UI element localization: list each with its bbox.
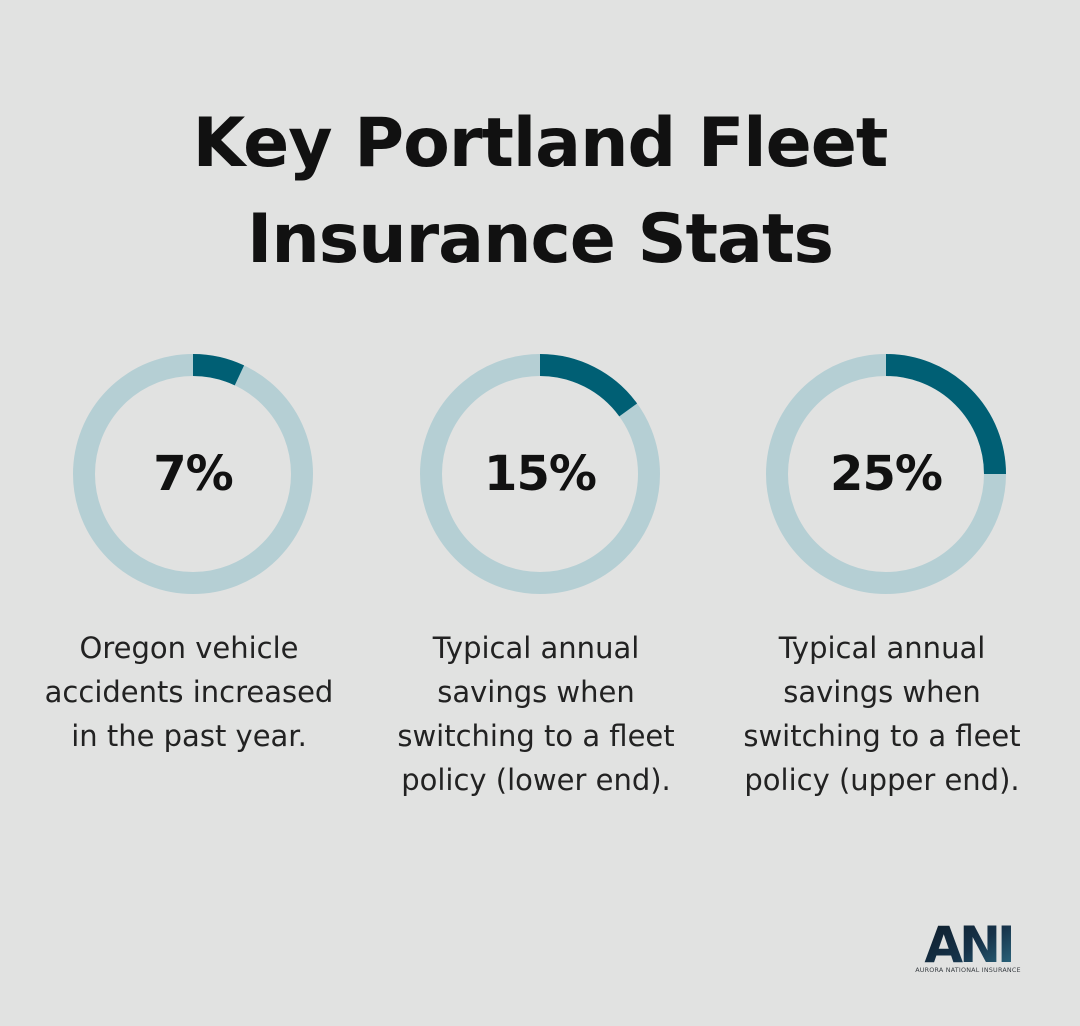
stat-value: 25% xyxy=(830,446,943,502)
stat-caption: Typical annual savings when switching to… xyxy=(397,631,675,797)
donut-chart-savings-lower xyxy=(420,354,660,594)
stat-caption: Oregon vehicle accidents increased in th… xyxy=(44,631,334,753)
donut-segment xyxy=(192,354,245,386)
ani-logo-mark: ANI xyxy=(924,920,1015,966)
page-title-line-2: Insurance Stats xyxy=(247,200,834,279)
donut-chart-savings-upper xyxy=(766,354,1006,594)
page-title: Key Portland Fleet Insurance Stats xyxy=(0,96,1080,288)
stat-value: 15% xyxy=(484,446,597,502)
stat-caption: Typical annual savings when switching to… xyxy=(743,631,1021,797)
company-logo: ANI AURORA NATIONAL INSURANCE xyxy=(912,920,1024,976)
donut-segment xyxy=(885,354,1006,475)
donut-chart-accidents xyxy=(73,354,313,594)
logo-tagline: AURORA NATIONAL INSURANCE xyxy=(915,966,1021,974)
stat-value: 7% xyxy=(153,446,234,502)
page-title-line-1: Key Portland Fleet xyxy=(192,104,889,183)
logo-wordmark: ANI xyxy=(924,920,1011,966)
donut-segment xyxy=(539,354,638,417)
